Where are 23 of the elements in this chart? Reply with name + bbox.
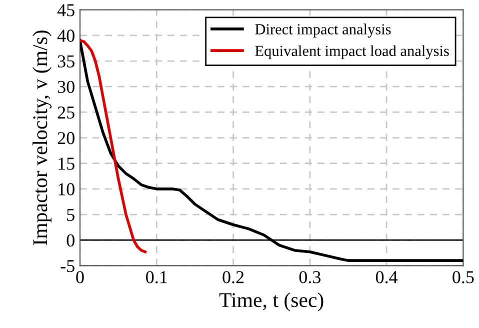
x-axis-title: Time, t (sec) <box>219 292 324 312</box>
y-tick-label: 20 <box>58 132 74 144</box>
y-tick-label: 35 <box>58 55 74 68</box>
y-axis-title: Impactor velocity, v (m/s) <box>32 30 52 246</box>
legend-label: Direct impact analysis <box>255 24 391 38</box>
x-tick-label: 0.4 <box>376 271 398 284</box>
y-tick-label: 0 <box>66 234 74 247</box>
x-tick-label: 0 <box>76 271 84 284</box>
y-tick-label: 5 <box>67 208 74 221</box>
line-series <box>80 39 464 262</box>
x-tick-label: 0.3 <box>299 271 320 284</box>
x-tick-label: 0.1 <box>146 271 167 284</box>
y-tick-label: 45 <box>57 4 74 16</box>
x-tick-label: 0.2 <box>222 271 244 284</box>
y-tick-label: 10 <box>58 183 74 196</box>
y-tick-label: 30 <box>58 80 74 94</box>
y-tick-label: 15 <box>58 158 74 170</box>
y-tick-label: 25 <box>58 106 74 119</box>
y-tick-label: 40 <box>57 30 74 42</box>
y-tick-label: -5 <box>60 260 74 272</box>
line-series <box>80 39 147 254</box>
x-tick-label: 0.5 <box>452 271 474 284</box>
legend-label: Equivalent impact load analysis <box>255 45 449 60</box>
